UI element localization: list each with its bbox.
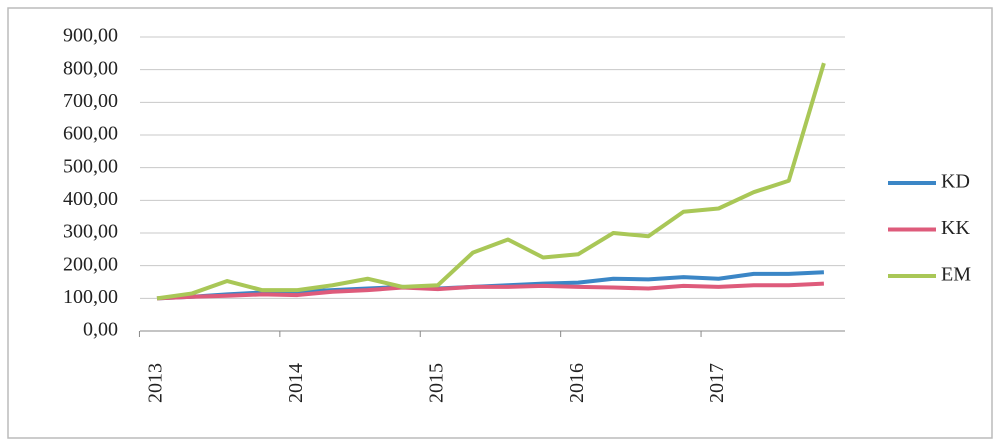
y-tick-label: 400,00 (63, 188, 118, 210)
legend-label: KK (941, 217, 970, 239)
line-series (156, 281, 824, 301)
y-tick-label: 600,00 (63, 123, 118, 145)
x-tick-label: 2017 (706, 363, 728, 403)
legend-label: EM (941, 264, 971, 286)
legend-label: KD (941, 171, 970, 193)
chart-border (7, 7, 993, 439)
x-tick-label: 2013 (145, 363, 167, 403)
y-tick-label: 0,00 (83, 319, 118, 341)
x-tick-label: 2014 (285, 363, 307, 403)
line-series (156, 62, 826, 301)
y-tick-label: 900,00 (63, 25, 118, 47)
y-tick-label: 100,00 (63, 286, 118, 308)
y-tick-label: 800,00 (63, 57, 118, 79)
y-tick-label: 300,00 (63, 221, 118, 243)
x-tick-label: 2015 (425, 363, 447, 403)
y-tick-label: 500,00 (63, 155, 118, 177)
y-tick-label: 700,00 (63, 90, 118, 112)
x-tick-label: 2016 (566, 363, 588, 403)
y-tick-label: 200,00 (63, 253, 118, 275)
